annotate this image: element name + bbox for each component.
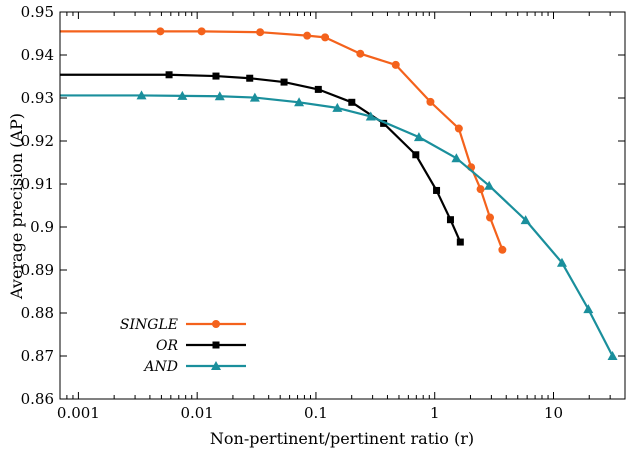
legend-item-and: AND <box>142 359 246 375</box>
data-point <box>212 320 220 328</box>
data-point <box>314 85 322 93</box>
data-point <box>211 361 221 370</box>
data-point <box>426 97 435 106</box>
legend-label: SINGLE <box>120 317 178 333</box>
y-tick-label: 0.94 <box>21 46 54 64</box>
data-point <box>583 304 594 314</box>
series-and <box>60 90 618 360</box>
data-point <box>303 31 312 40</box>
y-tick-label: 0.87 <box>21 347 54 365</box>
axis-ticks: 0.86 0.87 0.88 0.89 0.9 0.91 0.92 0.93 0.94 0.95 0… <box>21 3 626 422</box>
data-point <box>136 90 147 100</box>
data-point <box>433 186 441 194</box>
data-point <box>256 28 265 37</box>
data-point <box>365 111 376 121</box>
data-point <box>556 257 567 267</box>
data-point <box>214 91 225 101</box>
series-line <box>60 73 462 243</box>
y-tick-label: 0.93 <box>21 89 54 107</box>
data-point <box>249 92 260 102</box>
y-tick-label: 0.9 <box>30 218 54 236</box>
data-point <box>246 74 254 82</box>
data-point <box>476 185 485 194</box>
data-point <box>165 71 173 79</box>
data-point <box>197 27 206 36</box>
data-point <box>39 71 46 78</box>
y-tick-label: 0.86 <box>21 390 54 408</box>
legend-label: AND <box>142 359 178 375</box>
data-point <box>446 216 454 224</box>
data-point <box>391 60 400 69</box>
data-point <box>520 215 531 225</box>
data-point <box>280 78 288 86</box>
y-tick-label: 0.91 <box>21 175 54 193</box>
x-tick-label: 1 <box>430 404 440 422</box>
x-tick-label: 0.001 <box>57 404 100 422</box>
data-point <box>348 98 356 106</box>
data-point <box>356 49 365 58</box>
x-tick-label: 0.01 <box>180 404 213 422</box>
data-point <box>156 27 165 36</box>
data-point <box>332 102 343 112</box>
data-point <box>294 97 305 107</box>
data-point <box>380 119 388 127</box>
series-or <box>39 71 464 246</box>
x-tick-label: 10 <box>544 404 563 422</box>
data-point <box>39 27 47 35</box>
data-point <box>484 180 495 190</box>
data-point <box>212 341 220 349</box>
y-axis-label: Average precision (AP) <box>7 113 26 300</box>
data-point <box>607 351 618 360</box>
data-point <box>413 132 424 142</box>
y-tick-label: 0.95 <box>21 3 54 21</box>
series-lines <box>39 27 618 360</box>
legend: SINGLE OR AND <box>120 317 246 375</box>
data-point <box>498 245 507 254</box>
plot-frame <box>59 11 626 400</box>
data-point <box>212 72 220 80</box>
data-point <box>454 124 463 133</box>
data-point <box>486 213 495 222</box>
x-axis-label: Non-pertinent/pertinent ratio (r) <box>210 429 474 448</box>
x-tick-label: 0.1 <box>304 404 328 422</box>
data-point <box>456 238 464 246</box>
legend-label: OR <box>156 338 178 354</box>
y-tick-label: 0.92 <box>21 132 54 150</box>
y-tick-label: 0.89 <box>21 261 54 279</box>
legend-item-or: OR <box>156 338 246 354</box>
legend-item-single: SINGLE <box>120 317 246 333</box>
data-point <box>412 151 420 159</box>
series-single <box>39 27 507 254</box>
data-point <box>177 90 188 100</box>
data-point <box>321 33 330 42</box>
data-point <box>451 153 462 163</box>
series-line <box>60 30 504 251</box>
y-tick-label: 0.88 <box>21 304 54 322</box>
